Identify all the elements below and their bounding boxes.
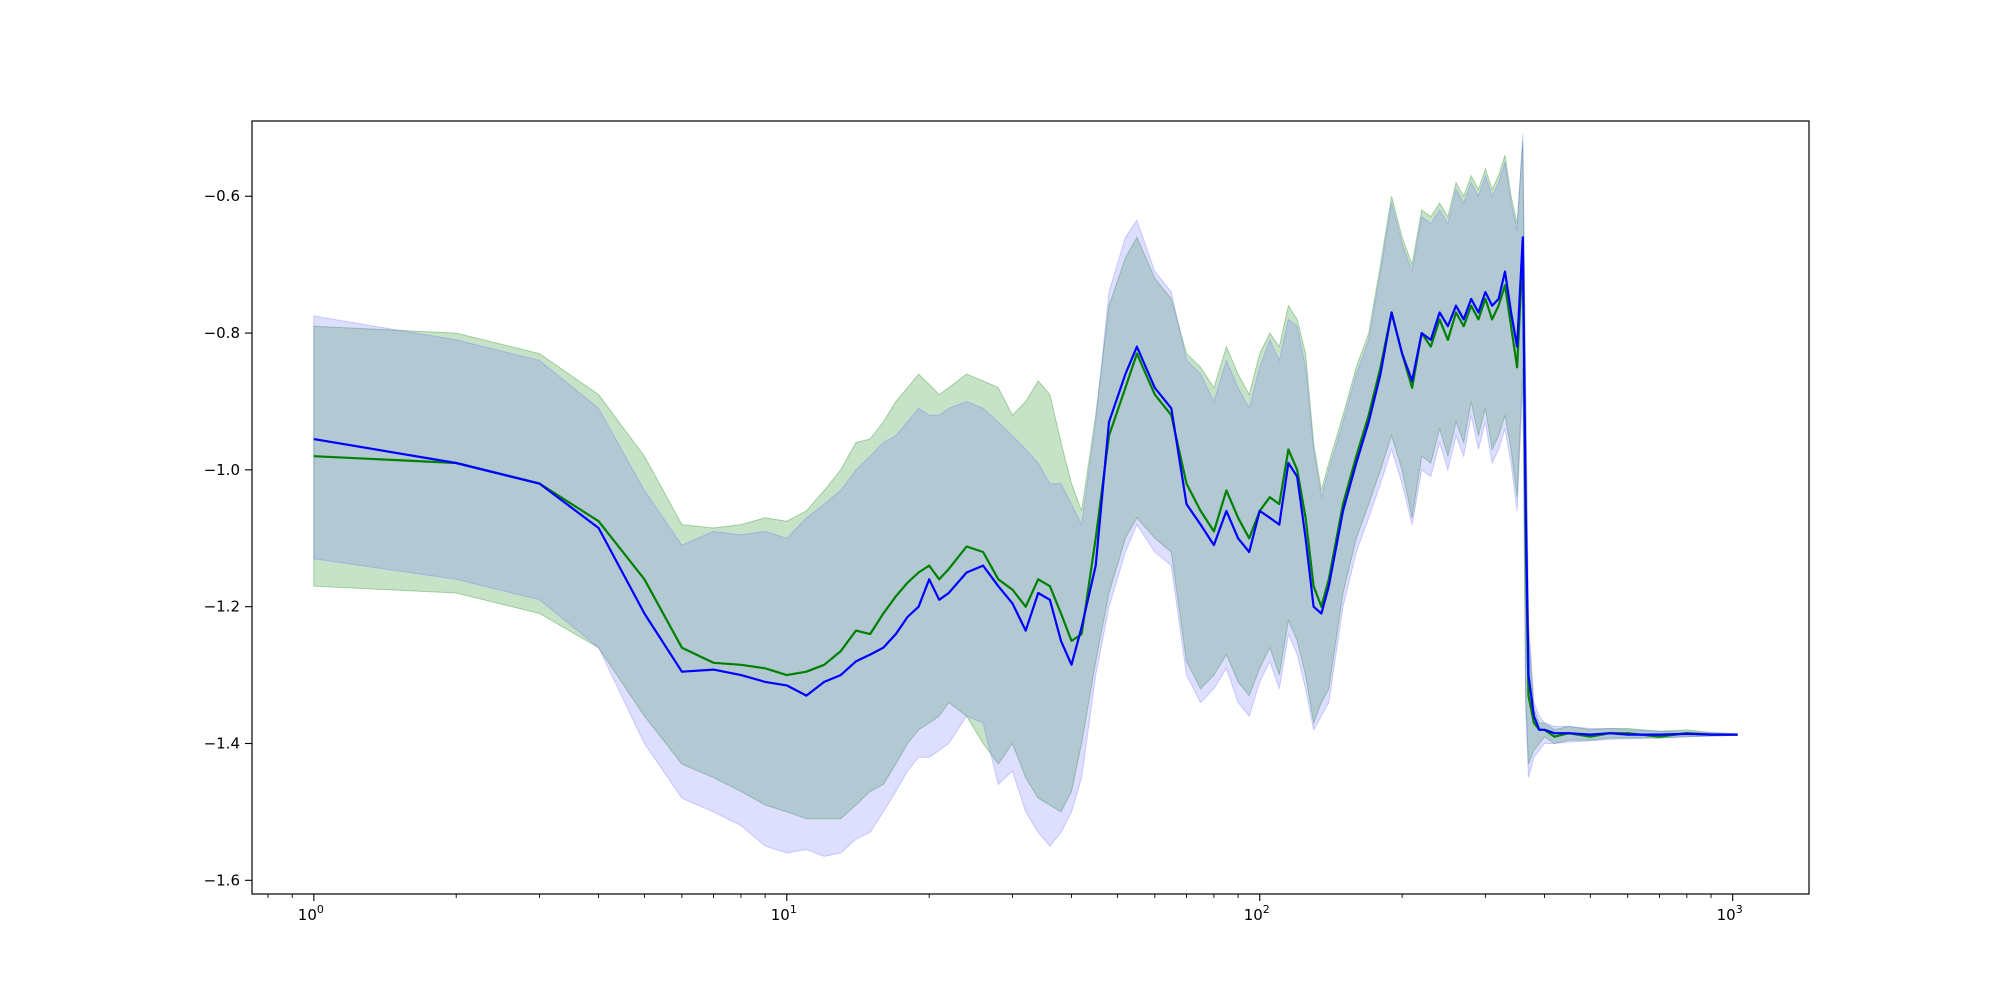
series-lines <box>313 236 1738 738</box>
x-tick-label-base: 10 <box>1244 906 1263 924</box>
x-tick-label: 101 <box>771 903 797 924</box>
y-axis: −0.6 −0.8 −1.0 −1.2 −1.4 −1.6 <box>204 187 252 889</box>
series-2-line <box>313 236 1738 736</box>
y-tick-label: −0.8 <box>204 324 240 342</box>
x-tick-label-base: 10 <box>1717 906 1736 924</box>
plot-area-background <box>252 121 1809 894</box>
y-tick-label: −0.6 <box>204 187 240 205</box>
x-tick-label-exponent: 1 <box>790 903 797 916</box>
x-tick-label-base: 10 <box>771 906 790 924</box>
x-tick-label-base: 10 <box>298 906 317 924</box>
y-tick-label: −1.2 <box>204 598 240 616</box>
x-tick-label-exponent: 0 <box>317 903 324 916</box>
y-tick-label: −1.6 <box>204 871 240 889</box>
x-tick-label: 103 <box>1717 903 1743 924</box>
x-tick-label: 102 <box>1244 903 1270 924</box>
plot-frame <box>251 120 1810 895</box>
x-axis: 100 101 102 103 <box>267 894 1743 924</box>
x-tick-label-exponent: 2 <box>1263 903 1270 916</box>
x-tick-label-exponent: 3 <box>1736 903 1743 916</box>
x-tick-label: 100 <box>298 903 324 924</box>
y-tick-label: −1.4 <box>204 735 240 753</box>
confidence-bands <box>313 134 1739 857</box>
y-tick-label: −1.0 <box>204 461 240 479</box>
